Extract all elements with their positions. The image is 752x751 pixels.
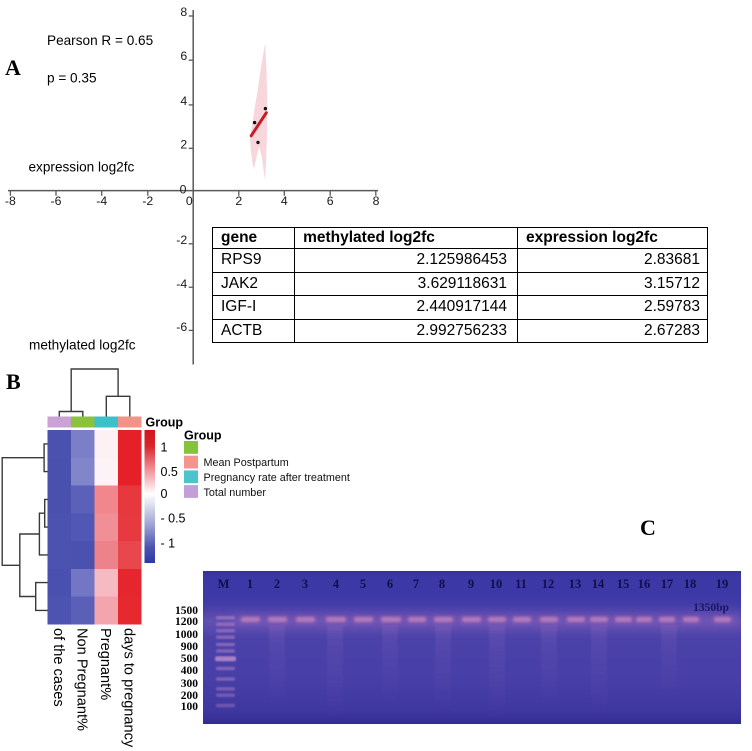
svg-text:Group: Group: [184, 429, 222, 443]
svg-text:Pearson R = 0.65: Pearson R = 0.65: [47, 33, 153, 48]
svg-text:days to pregnancy: days to pregnancy: [121, 628, 137, 748]
svg-text:16: 16: [638, 577, 651, 591]
svg-text:Total number: Total number: [204, 487, 267, 499]
svg-text:4: 4: [281, 194, 288, 208]
svg-text:-4: -4: [176, 277, 187, 291]
svg-text:5: 5: [360, 577, 366, 591]
svg-text:-6: -6: [51, 194, 62, 208]
svg-text:Pregnancy rate after treatment: Pregnancy rate after treatment: [204, 472, 350, 484]
svg-text:8: 8: [373, 194, 380, 208]
svg-text:0.5: 0.5: [161, 465, 178, 479]
svg-text:2: 2: [274, 577, 280, 591]
svg-text:-8: -8: [5, 194, 16, 208]
svg-text:-2: -2: [142, 194, 153, 208]
svg-text:2: 2: [180, 137, 187, 151]
svg-text:Pregnant%: Pregnant%: [97, 628, 113, 700]
svg-text:9: 9: [468, 577, 474, 591]
svg-text:1: 1: [161, 441, 168, 455]
svg-text:2: 2: [235, 194, 242, 208]
svg-text:6: 6: [387, 577, 393, 591]
svg-text:-2: -2: [176, 233, 187, 247]
svg-text:8: 8: [439, 577, 445, 591]
svg-text:12: 12: [542, 577, 555, 591]
svg-text:1350bp: 1350bp: [693, 602, 729, 614]
svg-text:11: 11: [515, 577, 527, 591]
svg-text:methylated log2fc: methylated log2fc: [29, 338, 136, 353]
svg-text:Mean Postpartum: Mean Postpartum: [204, 457, 289, 469]
svg-text:0: 0: [186, 194, 193, 208]
svg-text:M: M: [218, 577, 230, 591]
svg-text:6: 6: [180, 49, 187, 63]
svg-text:Group: Group: [146, 416, 184, 430]
svg-text:17: 17: [661, 577, 674, 591]
svg-text:Non Pregnant%: Non Pregnant%: [74, 628, 90, 731]
svg-text:p = 0.35: p = 0.35: [47, 71, 97, 86]
svg-text:3: 3: [302, 577, 308, 591]
svg-text:4: 4: [180, 94, 187, 108]
svg-text:4: 4: [333, 577, 340, 591]
svg-text:15: 15: [617, 577, 630, 591]
svg-text:7: 7: [413, 577, 419, 591]
svg-text:of the cases: of the cases: [50, 628, 66, 707]
svg-text:19: 19: [716, 577, 729, 591]
svg-text:8: 8: [180, 5, 187, 19]
svg-text:13: 13: [569, 577, 582, 591]
svg-text:-4: -4: [96, 194, 107, 208]
svg-text:- 0.5: - 0.5: [161, 512, 186, 526]
svg-text:0: 0: [180, 182, 187, 196]
svg-text:10: 10: [490, 577, 503, 591]
svg-text:14: 14: [592, 577, 605, 591]
svg-text:- 1: - 1: [161, 537, 176, 551]
svg-text:1: 1: [247, 577, 253, 591]
svg-text:18: 18: [684, 577, 697, 591]
svg-text:-6: -6: [176, 320, 187, 334]
svg-text:0: 0: [161, 487, 168, 501]
svg-text:6: 6: [327, 194, 334, 208]
svg-text:expression log2fc: expression log2fc: [29, 160, 135, 175]
